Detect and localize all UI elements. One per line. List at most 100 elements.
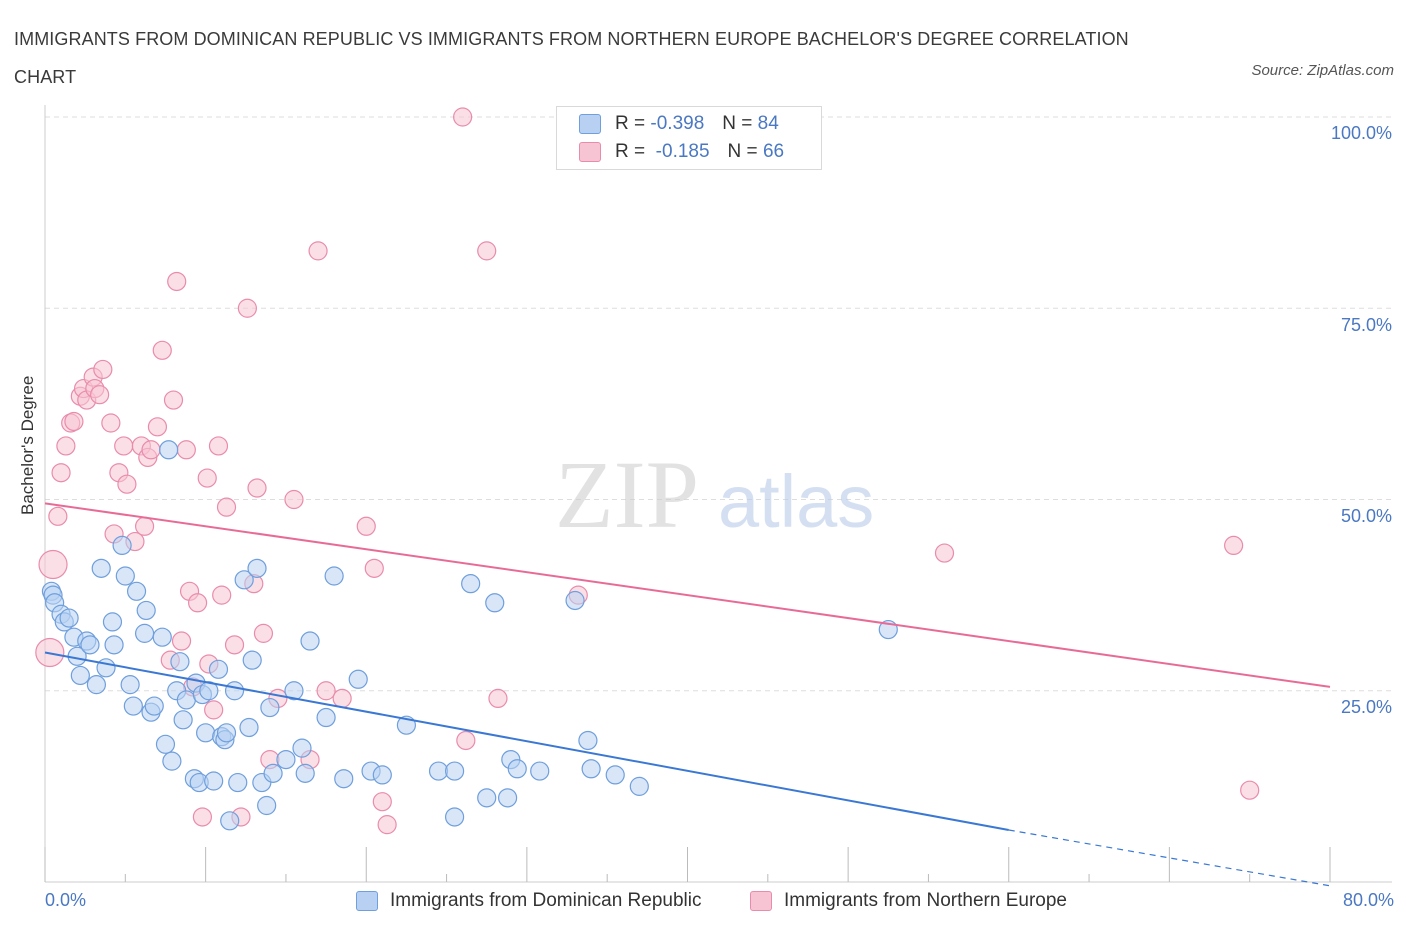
gridlines (45, 116, 1392, 692)
n-label: N = (727, 141, 758, 162)
data-point (170, 652, 190, 672)
y-tick-label-100: 100.0% (1330, 123, 1392, 143)
data-point (167, 271, 187, 292)
pink-swatch (579, 142, 601, 162)
data-point (295, 763, 315, 783)
data-point (444, 761, 465, 781)
source-label: Source: ZipAtlas.com (1251, 62, 1394, 79)
y-tick-label-50: 50.0% (1340, 506, 1392, 526)
data-point (123, 696, 143, 716)
n-value: 84 (757, 113, 779, 134)
data-point (332, 688, 352, 709)
data-point (605, 765, 625, 785)
data-point (176, 440, 196, 460)
x-tick-label-max: 80.0% (1342, 890, 1394, 910)
data-point (80, 635, 100, 655)
data-point (115, 566, 135, 586)
data-point (257, 795, 277, 816)
data-point (134, 623, 155, 643)
data-point (292, 738, 312, 758)
data-point (147, 417, 168, 437)
data-point (155, 734, 176, 754)
data-point (364, 558, 384, 578)
r-value: -0.398 (650, 113, 705, 134)
pink-swatch (750, 891, 772, 911)
data-point (234, 570, 254, 590)
data-point (300, 631, 320, 651)
data-point (276, 749, 296, 770)
data-point (38, 549, 68, 580)
y-tick-label-25: 25.0% (1340, 697, 1392, 717)
data-point (260, 697, 280, 718)
data-point (117, 474, 137, 494)
stats-legend: R = -0.398 N = 84 R = -0.185 N = 66 (556, 106, 822, 170)
data-point (372, 792, 392, 812)
data-point (90, 385, 110, 405)
data-point (220, 811, 240, 831)
trend-lines (44, 502, 1331, 887)
series-legend: Immigrants from Dominican Republic Immig… (0, 888, 1406, 916)
data-point (444, 807, 465, 827)
data-point (208, 436, 229, 456)
data-point (216, 497, 237, 517)
data-point (120, 675, 140, 695)
data-point (253, 623, 274, 643)
trend-line-dominican-republic (44, 651, 1009, 831)
data-point (102, 612, 123, 632)
data-point (578, 730, 598, 751)
stats-row-blue: R = -0.398 N = 84 (579, 112, 779, 136)
watermark-atlas: atlas (718, 460, 874, 543)
data-point (263, 763, 283, 783)
data-point (104, 635, 124, 655)
data-point (134, 516, 155, 536)
data-point (377, 815, 397, 835)
n-value: 66 (762, 141, 785, 162)
watermark-zip: ZIP (555, 441, 699, 548)
legend-item-dominican-republic[interactable]: Immigrants from Dominican Republic (356, 890, 702, 912)
data-point (456, 730, 476, 751)
legend-item-northern-europe[interactable]: Immigrants from Northern Europe (750, 890, 1067, 912)
data-point (141, 440, 161, 460)
r-label: R = (615, 141, 646, 162)
data-point (453, 107, 473, 127)
data-point (498, 788, 518, 808)
trend-line-northern-europe (44, 502, 1331, 688)
data-point (208, 659, 229, 679)
data-point (1224, 535, 1244, 556)
data-point (196, 723, 216, 743)
data-point (204, 700, 224, 720)
data-point (284, 681, 304, 701)
data-point (163, 390, 184, 410)
data-point (159, 440, 179, 460)
data-point (334, 769, 354, 789)
stats-row-pink: R = -0.185 N = 66 (579, 140, 784, 164)
r-label: R = (615, 113, 646, 134)
axes (44, 105, 1392, 883)
series-dominican-republic (41, 440, 898, 831)
data-point (86, 675, 107, 695)
data-point (485, 593, 505, 613)
data-point (48, 506, 68, 526)
data-point (934, 543, 955, 563)
data-point (242, 650, 262, 670)
data-point (316, 681, 336, 701)
data-point (308, 241, 328, 261)
data-point (93, 359, 113, 380)
data-point (507, 759, 527, 779)
data-point (96, 658, 116, 678)
data-point (59, 608, 79, 628)
data-point (581, 759, 601, 779)
watermark: ZIP atlas (555, 441, 874, 548)
data-point (152, 340, 172, 360)
data-point (284, 489, 304, 510)
data-point (176, 690, 196, 710)
data-point (237, 298, 257, 318)
data-point (101, 413, 121, 433)
data-point (187, 593, 208, 613)
data-point (324, 566, 344, 586)
data-point (144, 696, 164, 716)
data-point (565, 590, 585, 611)
data-point (428, 761, 449, 781)
data-point (629, 776, 649, 796)
